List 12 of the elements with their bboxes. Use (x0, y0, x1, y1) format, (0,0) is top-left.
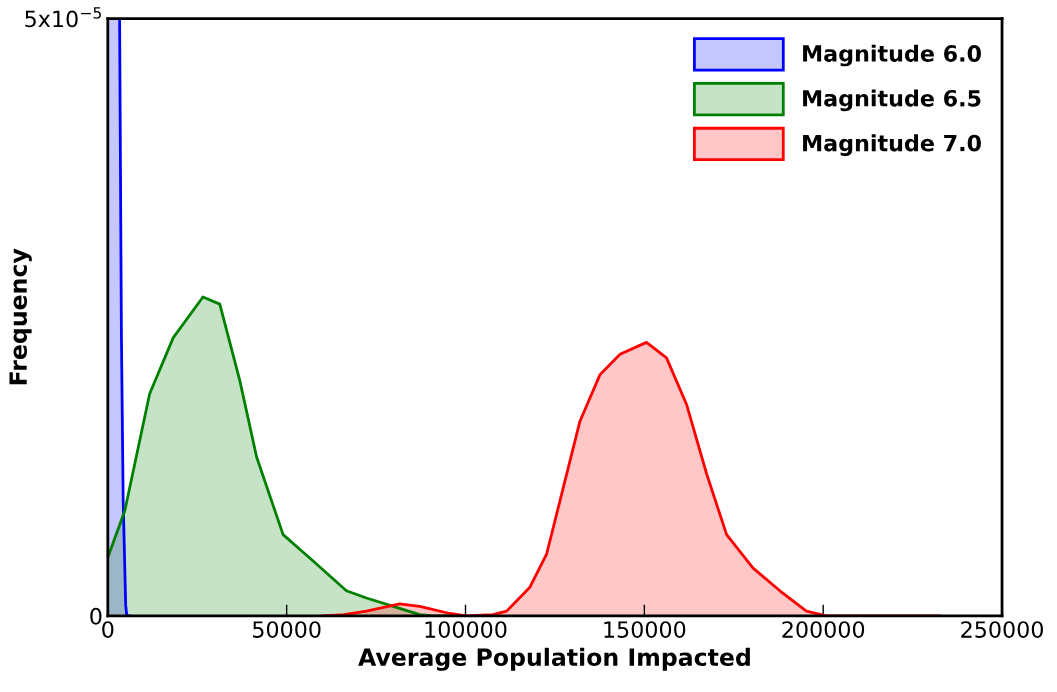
x-tick-label: 150000 (604, 621, 686, 638)
y-axis-title: Frequency (9, 248, 32, 385)
x-tick-label: 50000 (253, 621, 321, 638)
y-tick-label: 5x10$^{−5}$ (25, 7, 101, 28)
x-axis-title: Average Population Impacted (358, 647, 750, 671)
x-tick-label: 250000 (961, 621, 1043, 638)
x-tick-label: 0 (102, 621, 114, 638)
legend-label: Magnitude 7.0 (803, 134, 981, 156)
legend-label: Magnitude 6.5 (803, 89, 981, 112)
x-tick-label: 200000 (782, 621, 865, 638)
legend-label: Magnitude 6.0 (803, 44, 981, 67)
x-tick-label: 100000 (425, 621, 507, 638)
